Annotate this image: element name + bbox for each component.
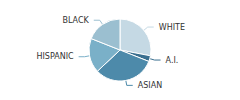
svg-text:WHITE: WHITE xyxy=(159,23,185,32)
svg-text:ASIAN: ASIAN xyxy=(138,81,162,90)
svg-text:A.I.: A.I. xyxy=(166,56,179,65)
svg-text:BLACK: BLACK xyxy=(62,16,89,25)
svg-text:HISPANIC: HISPANIC xyxy=(36,52,74,61)
